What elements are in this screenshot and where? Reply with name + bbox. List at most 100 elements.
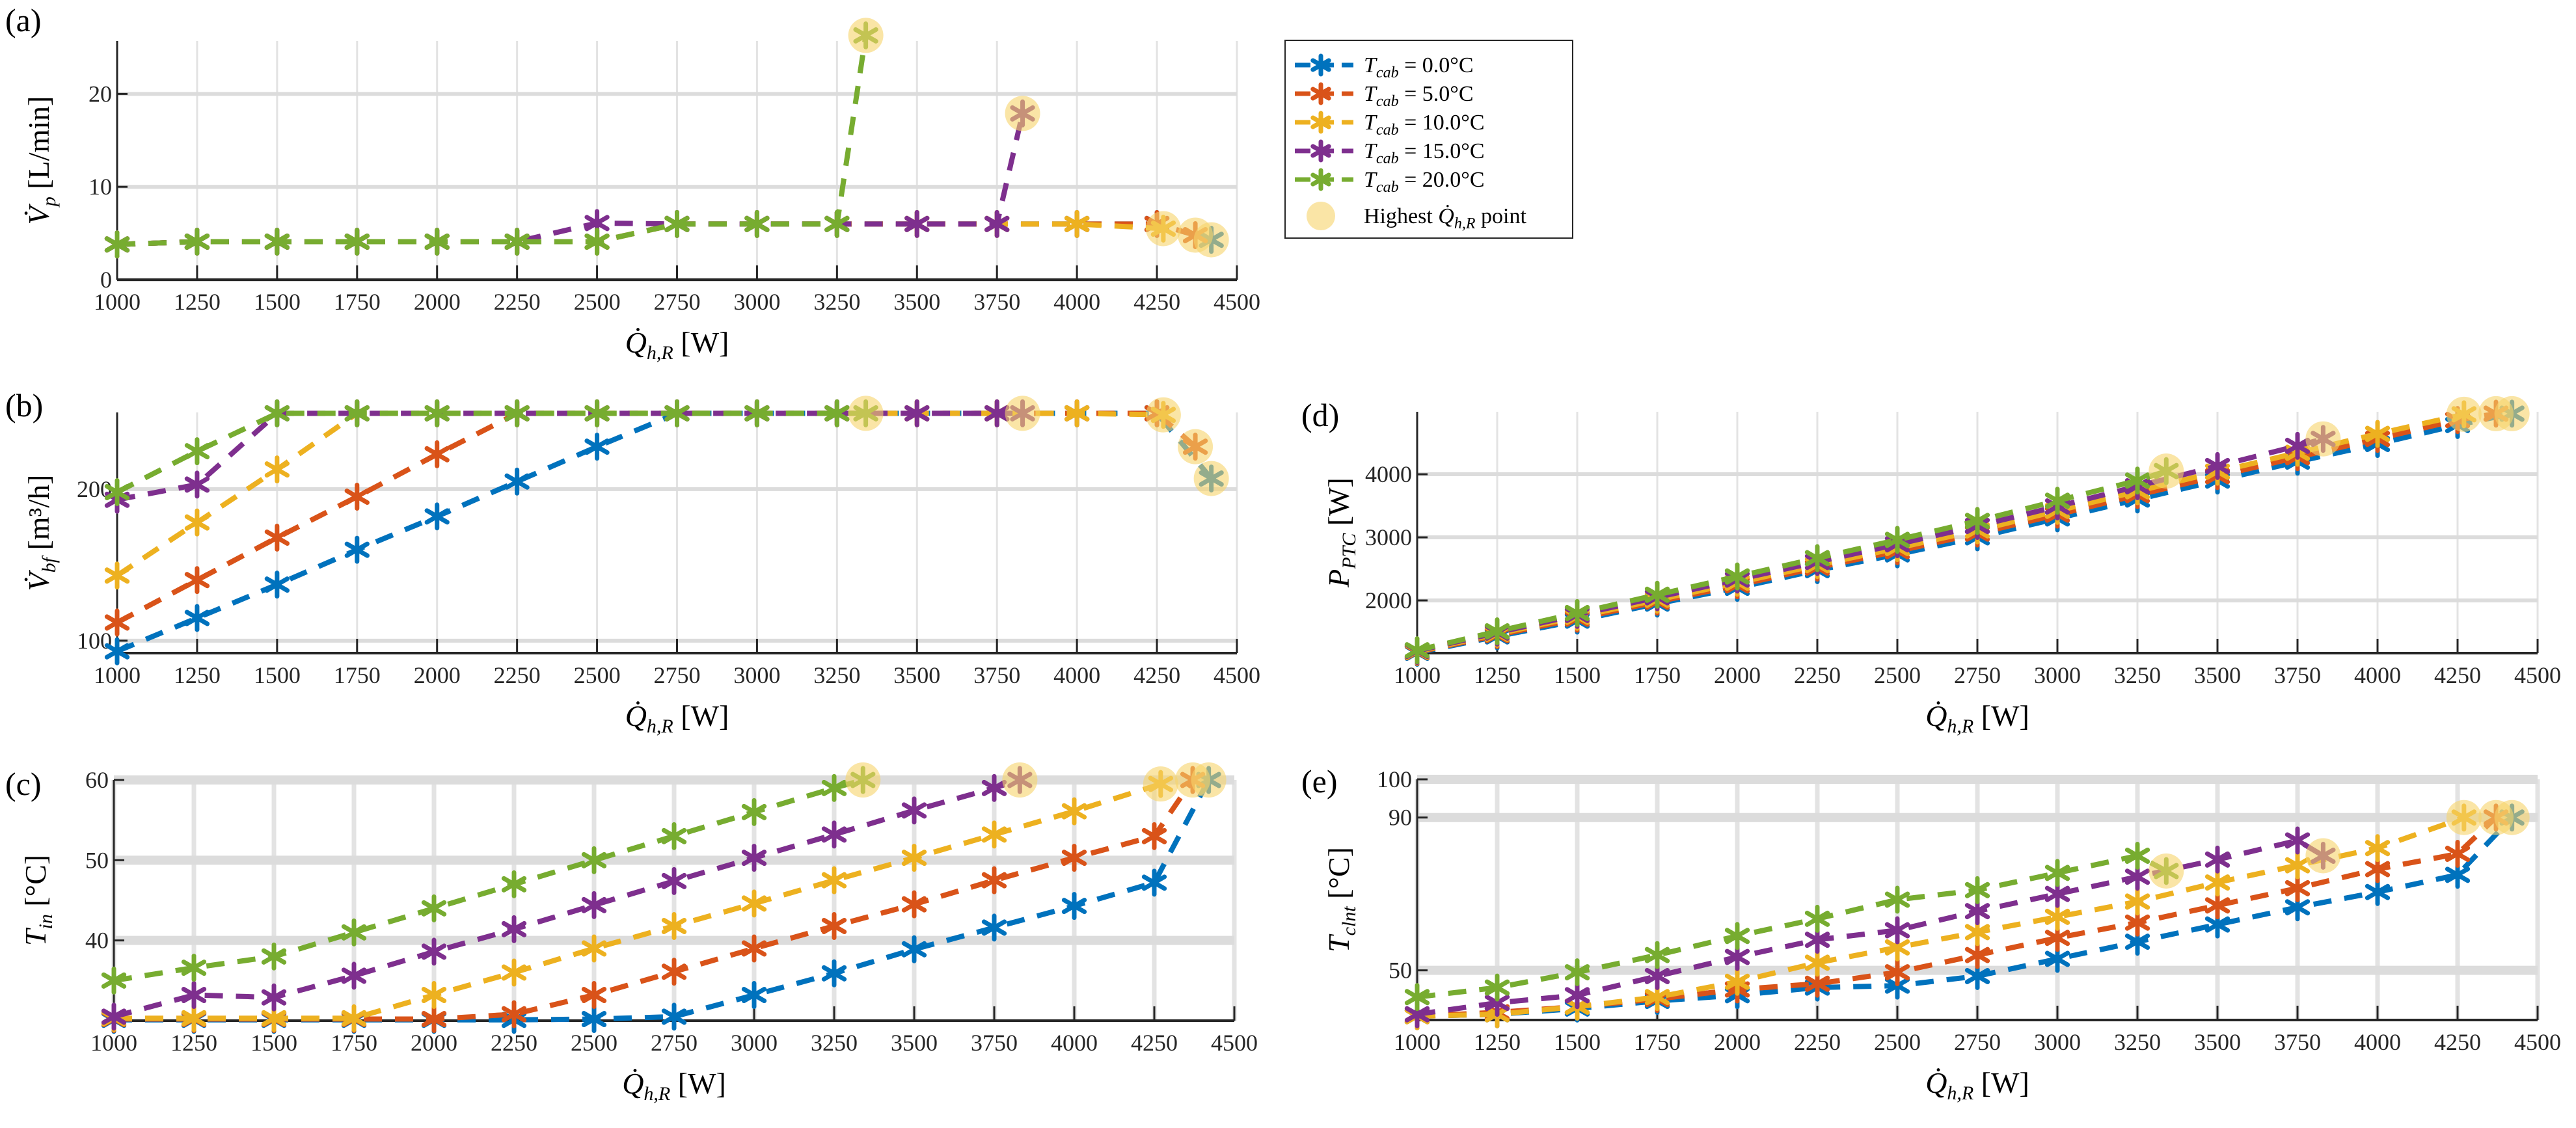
x-tick-label: 3500 (2194, 662, 2241, 688)
y-label-unit: [W] (1322, 477, 1355, 533)
data-point (1804, 544, 1830, 572)
data-point (2044, 859, 2070, 887)
y-tick-label: 40 (85, 928, 109, 954)
data-point (741, 844, 767, 872)
highest-point-marker (1005, 96, 1040, 131)
x-tick-label: 1000 (94, 662, 141, 688)
x-label-unit: [W] (1973, 1066, 2029, 1099)
panel-label: (d) (1301, 397, 1339, 433)
legend-item: Tcab = 0.0°C (1295, 53, 1474, 81)
data-point (824, 399, 850, 427)
data-point (824, 209, 850, 238)
x-axis-label: Q̇h,R [W] (622, 1067, 726, 1105)
y-tick-label: 100 (1377, 766, 1412, 792)
x-tick-label: 3000 (731, 1030, 778, 1056)
y-label-unit: [L/min] (22, 96, 55, 197)
x-tick-label: 2000 (411, 1030, 457, 1056)
data-point (104, 478, 130, 507)
data-point (741, 889, 767, 918)
highest-point-marker (1145, 397, 1181, 433)
data-point (584, 433, 610, 461)
data-point (2124, 887, 2150, 916)
x-tick-label: 4000 (1053, 289, 1100, 315)
data-point (661, 958, 687, 986)
x-tick-label: 1750 (1634, 1029, 1681, 1055)
data-point (184, 604, 210, 632)
series-1 (101, 766, 1206, 1034)
highest-point-marker (2305, 421, 2341, 457)
x-tick-label: 1500 (251, 1030, 297, 1056)
data-point (901, 890, 927, 919)
data-point (1804, 904, 1830, 933)
series-3 (104, 399, 1035, 514)
legend-label: Tcab = 0.0°C (1364, 53, 1474, 81)
data-point (581, 981, 607, 1010)
x-tick-label: 4500 (1211, 1030, 1258, 1056)
data-point (901, 796, 927, 825)
data-point (2124, 466, 2150, 495)
data-point (1564, 598, 1590, 627)
x-tick-label: 1750 (1634, 662, 1681, 688)
highest-point-marker (2305, 838, 2341, 874)
data-point (424, 502, 450, 531)
y-tick-label: 20 (88, 81, 112, 107)
data-point (104, 230, 130, 259)
highest-point-marker (2149, 453, 2184, 489)
data-point (1404, 636, 1430, 665)
data-point (2044, 902, 2070, 931)
legend-text: point (1476, 204, 1527, 228)
data-point (501, 915, 527, 943)
x-tick-label: 3500 (891, 1030, 938, 1056)
panel-d: 1000 1250 1500 1750 2000 2250 2500 2750 3000 3250… (1301, 396, 2561, 737)
data-point (581, 934, 607, 963)
x-tick-label: 2500 (571, 1030, 617, 1056)
x-tick-label: 2250 (491, 1030, 537, 1056)
highest-point-marker (848, 396, 884, 431)
x-tick-label: 3000 (733, 662, 780, 688)
data-point (2365, 420, 2391, 448)
series-0 (104, 399, 1224, 665)
data-point (2285, 431, 2311, 460)
data-point (1064, 209, 1090, 238)
data-point (2285, 851, 2311, 880)
series-0 (104, 209, 1224, 259)
panel-label: (e) (1301, 763, 1338, 799)
highest-point-marker (2478, 799, 2514, 835)
panel-e: 1000 1250 1500 1750 2000 2250 2500 2750 3000 3250… (1301, 763, 2561, 1104)
series-line (116, 34, 869, 247)
x-label-unit: [W] (670, 1067, 726, 1100)
series-4 (104, 21, 878, 259)
series-line (113, 777, 1021, 1019)
data-point (1724, 967, 1750, 996)
data-point (1884, 885, 1910, 914)
data-point (424, 227, 450, 256)
y-tick-label: 50 (1389, 958, 1412, 984)
x-tick-label: 1250 (1474, 1029, 1521, 1055)
series-4 (1404, 457, 2179, 665)
data-point (904, 399, 930, 427)
x-tick-label: 1500 (1554, 662, 1601, 688)
panel-c: 1000 1250 1500 1750 2000 2250 2500 2750 3000 3250… (5, 762, 1258, 1105)
data-point (424, 399, 450, 427)
data-point (1644, 941, 1670, 969)
panel-label: (b) (5, 387, 43, 423)
data-point (101, 966, 127, 995)
data-point (104, 561, 130, 590)
x-tick-label: 4250 (1131, 1030, 1178, 1056)
data-point (341, 918, 367, 947)
data-point (1061, 892, 1087, 920)
x-tick-label: 3250 (811, 1030, 858, 1056)
x-tick-label: 3500 (893, 662, 940, 688)
highest-point-marker (1175, 762, 1211, 798)
x-tick-label: 3000 (2034, 662, 2081, 688)
data-point (581, 846, 607, 874)
series-4 (101, 766, 876, 995)
series-line (114, 779, 1212, 1023)
x-tick-label: 1000 (94, 289, 141, 315)
data-point (584, 227, 610, 256)
data-point (264, 399, 290, 427)
x-label-unit: [W] (673, 699, 729, 732)
data-point (184, 227, 210, 256)
x-tick-label: 4250 (1133, 662, 1180, 688)
highest-point-marker (1145, 211, 1181, 247)
